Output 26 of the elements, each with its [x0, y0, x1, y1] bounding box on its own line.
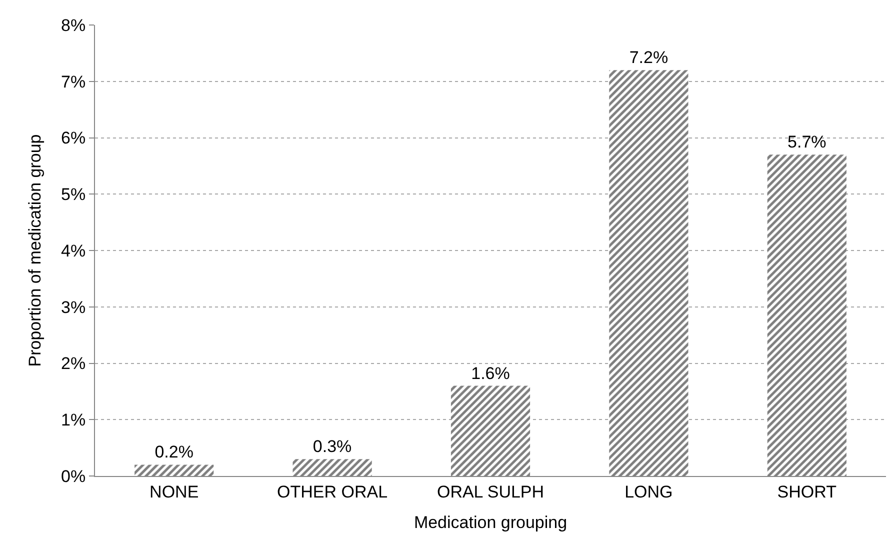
data-label: 1.6%: [471, 364, 510, 383]
x-tick-label: NONE: [150, 482, 199, 502]
bar: [134, 464, 214, 476]
bar: [609, 70, 688, 476]
y-tick-label: 1%: [61, 410, 86, 430]
y-axis-title: Proportion of medication group: [26, 134, 45, 367]
data-label: 0.3%: [312, 437, 352, 456]
y-tick-label: 3%: [61, 298, 86, 317]
x-axis-title: Medication grouping: [414, 512, 568, 532]
y-tick-label: 5%: [61, 185, 86, 204]
x-tick-label: ORAL SULPH: [436, 482, 544, 502]
y-tick-label: 8%: [61, 16, 86, 35]
data-label: 5.7%: [788, 132, 826, 152]
x-tick-label: OTHER ORAL: [277, 482, 388, 502]
y-tick-label: 6%: [61, 128, 86, 148]
data-label: 0.2%: [154, 442, 194, 462]
data-label: 7.2%: [629, 48, 668, 68]
bar: [292, 459, 372, 476]
bar: [450, 386, 530, 476]
x-tick-label: SHORT: [777, 482, 836, 502]
y-tick-label: 7%: [61, 72, 86, 92]
y-tick-label: 0%: [61, 466, 86, 486]
x-tick-label: LONG: [624, 482, 673, 502]
y-tick-label: 2%: [61, 354, 86, 374]
bar: [767, 154, 846, 476]
y-tick-label: 4%: [61, 241, 86, 260]
